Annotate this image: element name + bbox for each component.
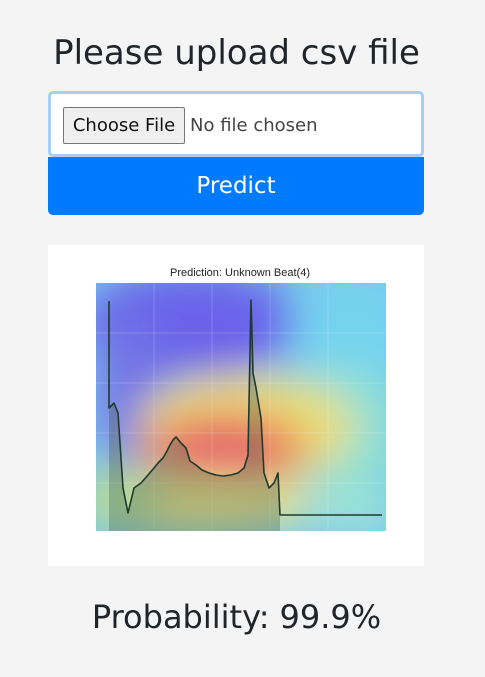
predict-button[interactable]: Predict <box>48 157 424 215</box>
probability-value: 99.9% <box>279 598 382 636</box>
page-title: Please upload csv file <box>53 33 420 73</box>
probability-label: Probability: <box>91 598 270 636</box>
file-status-text: No file chosen <box>190 115 318 136</box>
choose-file-button[interactable]: Choose File <box>63 107 185 144</box>
prediction-image: Prediction: Unknown Beat(4) <box>48 245 424 566</box>
heatmap-plot <box>96 283 386 531</box>
plot-title: Prediction: Unknown Beat(4) <box>169 267 310 279</box>
grid-lines <box>96 283 386 531</box>
ecg-waveform-line <box>108 299 382 516</box>
heatmap-overlay <box>96 283 386 531</box>
file-input[interactable]: Choose File No file chosen <box>48 91 424 157</box>
probability-readout: Probability: 99.9% <box>0 597 473 637</box>
